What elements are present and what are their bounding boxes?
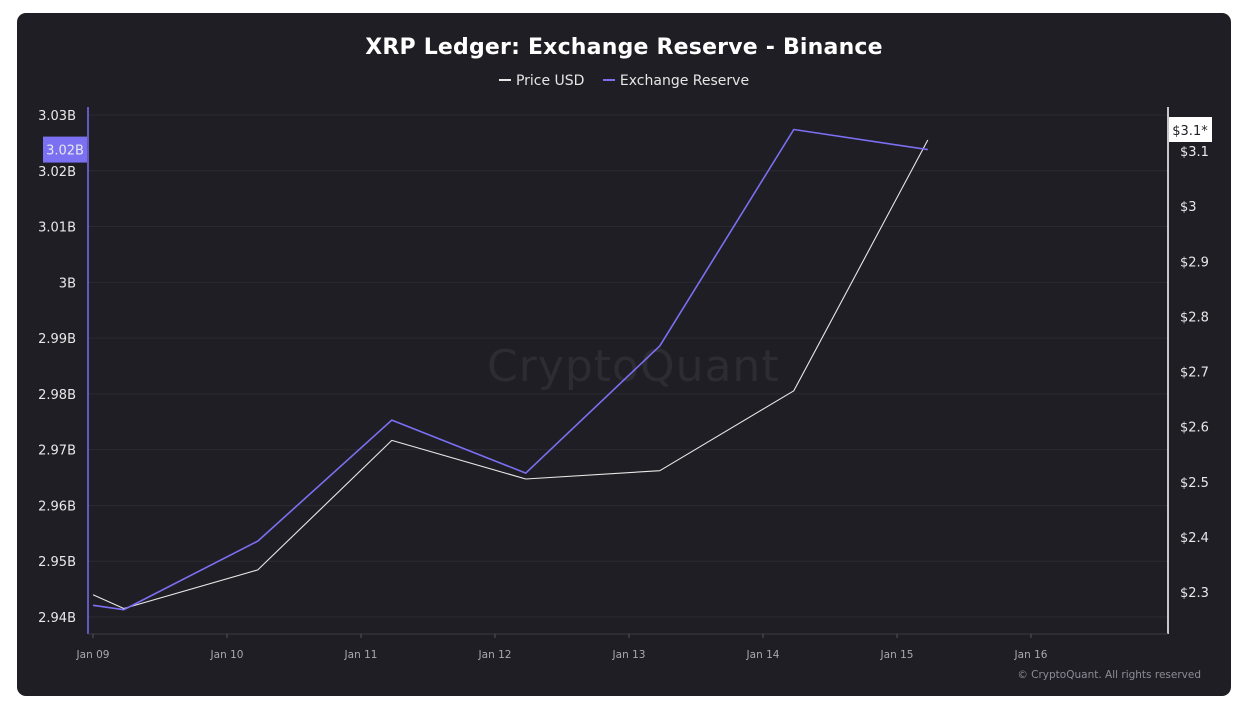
x-tick-label: Jan 15 bbox=[880, 649, 914, 661]
y-right-tick-label: $3 bbox=[1180, 200, 1197, 215]
right-current-badge-label: $3.1* bbox=[1172, 124, 1208, 139]
x-tick-label: Jan 16 bbox=[1014, 649, 1048, 661]
x-tick-label: Jan 14 bbox=[746, 649, 780, 661]
chart-plot[interactable]: 3.03B 3.02B 3.01B 3B 2.99B 2.98B 2.97B 2.96B 2.9… bbox=[17, 13, 1231, 696]
legend-label-price: Price USD bbox=[515, 73, 585, 89]
watermark: CryptoQuant bbox=[487, 341, 780, 392]
x-tick-label: Jan 09 bbox=[76, 649, 110, 661]
y-left-tick-label: 2.96B bbox=[38, 499, 76, 514]
y-right-tick-label: $2.6 bbox=[1180, 421, 1209, 436]
legend-item-reserve[interactable]: Exchange Reserve bbox=[602, 73, 750, 89]
x-tick-label: Jan 12 bbox=[478, 649, 512, 661]
legend-label-reserve: Exchange Reserve bbox=[619, 73, 750, 89]
y-left-tick-label: 2.95B bbox=[38, 555, 76, 570]
chart-title: XRP Ledger: Exchange Reserve - Binance bbox=[365, 35, 883, 60]
y-left-tick-label: 3.03B bbox=[38, 109, 76, 124]
y-right-tick-label: $2.4 bbox=[1180, 531, 1209, 546]
chart-legend: Price USD Exchange Reserve bbox=[17, 73, 1231, 89]
y-left-tick-label: 2.94B bbox=[38, 611, 76, 626]
right-current-badge bbox=[1169, 117, 1212, 142]
y-right-tick-label: $2.8 bbox=[1180, 310, 1209, 325]
x-tick-label: Jan 13 bbox=[612, 649, 646, 661]
y-right-tick-label: $2.5 bbox=[1180, 476, 1209, 491]
y-right-tick-label: $2.9 bbox=[1180, 255, 1209, 270]
x-tick-label: Jan 11 bbox=[344, 649, 378, 661]
legend-swatch-price bbox=[498, 79, 511, 81]
chart-card: XRP Ledger: Exchange Reserve - Binance P… bbox=[17, 13, 1231, 696]
y-left-tick-label: 3.02B bbox=[38, 165, 76, 180]
y-right-tick-label: $3.1 bbox=[1180, 145, 1209, 160]
y-left-tick-label: 2.97B bbox=[38, 444, 76, 459]
y-left-tick-label: 2.99B bbox=[38, 332, 76, 347]
copyright-text: © CryptoQuant. All rights reserved bbox=[1017, 669, 1201, 681]
legend-swatch-reserve bbox=[602, 79, 615, 81]
left-current-badge-label: 3.02B bbox=[46, 144, 84, 159]
legend-item-price[interactable]: Price USD bbox=[498, 73, 585, 89]
series-line-price bbox=[92, 139, 929, 610]
y-right-tick-label: $2.7 bbox=[1180, 366, 1209, 381]
series-line-reserve bbox=[92, 128, 928, 611]
y-right-tick-label: $2.3 bbox=[1180, 586, 1209, 601]
x-tick-label: Jan 10 bbox=[210, 649, 244, 661]
y-left-tick-label: 3B bbox=[59, 276, 76, 291]
y-left-tick-label: 3.01B bbox=[38, 221, 76, 236]
left-current-badge bbox=[43, 136, 87, 163]
y-left-tick-label: 2.98B bbox=[38, 388, 76, 403]
